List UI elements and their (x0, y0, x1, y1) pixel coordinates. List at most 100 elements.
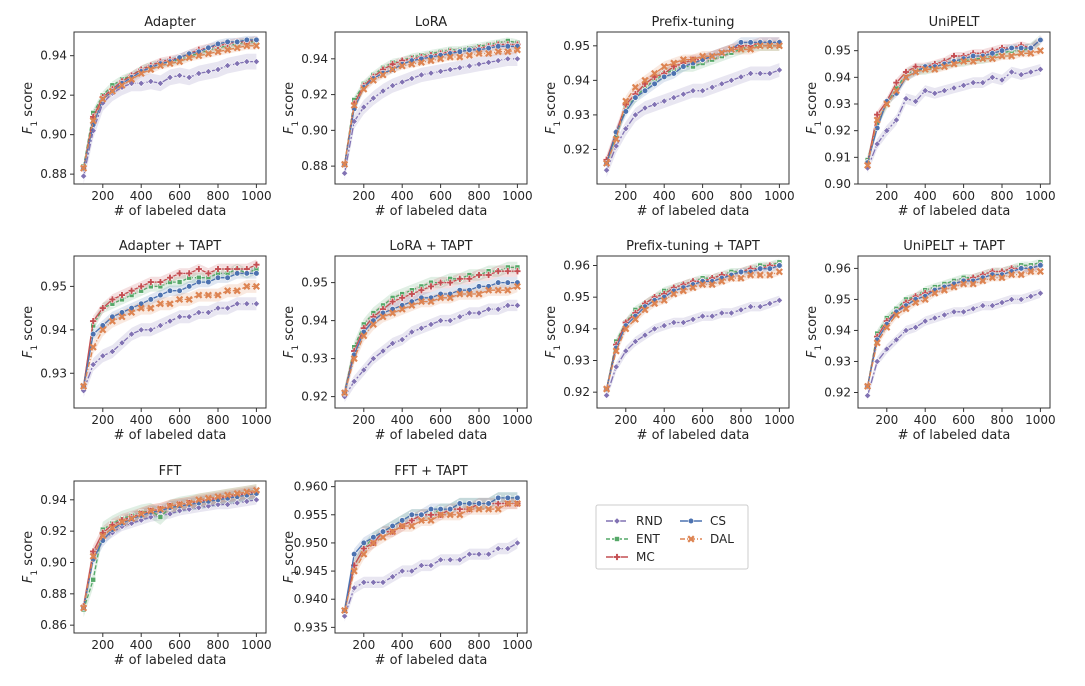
point-rnd (350, 377, 358, 386)
point-cs (475, 500, 483, 507)
point-dal (756, 42, 764, 50)
point-dal (651, 299, 659, 308)
band-rnd (344, 51, 518, 181)
point-dal (408, 522, 416, 530)
point-rnd (166, 73, 174, 82)
point-mc (137, 282, 145, 291)
point-dal (398, 305, 406, 313)
legend-item-rnd: RND (606, 514, 663, 528)
point-dal (679, 56, 687, 64)
x-tick-label: 800 (730, 413, 753, 427)
x-tick-label: 800 (207, 189, 230, 203)
point-dal (603, 159, 611, 167)
point-dal (118, 518, 126, 526)
point-cs (176, 287, 183, 294)
y-tick-label: 0.96 (824, 261, 851, 275)
point-dal (485, 505, 493, 513)
plot-frame (73, 31, 267, 185)
point-dal (660, 296, 668, 304)
plot-frame (857, 255, 1051, 409)
point-mc (127, 287, 136, 295)
legend-marker (687, 535, 695, 543)
point-dal (99, 532, 107, 540)
point-dal (350, 101, 358, 109)
point-dal (931, 65, 939, 73)
point-rnd (369, 354, 378, 363)
point-rnd (475, 60, 483, 68)
point-dal (940, 286, 948, 294)
series-group (340, 492, 522, 622)
series-group (340, 37, 522, 181)
point-rnd (1007, 295, 1016, 304)
point-rnd (1017, 295, 1025, 304)
panels: Adapter 200 400 600 800 1000 0.88 0.90 0.92 0.94 #… (21, 15, 1056, 668)
point-rnd (388, 339, 397, 348)
point-rnd (737, 306, 745, 314)
point-dal (156, 300, 164, 308)
point-rnd (1036, 289, 1045, 297)
point-rnd (863, 391, 872, 400)
point-cs (447, 506, 454, 513)
chart-title: LoRA (415, 15, 447, 30)
point-mc (195, 265, 203, 273)
x-tick-label: 200 (875, 413, 898, 427)
point-rnd (484, 550, 493, 558)
point-rnd (756, 69, 764, 78)
point-rnd (1007, 68, 1016, 76)
x-tick-label: 800 (468, 413, 491, 427)
point-rnd (979, 302, 987, 310)
point-rnd (959, 81, 968, 89)
x-tick-label: 600 (429, 638, 452, 652)
point-dal (427, 516, 435, 524)
point-dal (727, 274, 735, 282)
point-cs (166, 287, 174, 294)
point-dal (156, 505, 164, 513)
point-dal (670, 59, 678, 67)
point-dal (641, 306, 649, 314)
y-tick-label: 0.92 (301, 390, 328, 404)
y-axis-label: F1 score (21, 306, 40, 358)
point-dal (195, 52, 203, 60)
point-cs (234, 38, 241, 45)
x-tick-label: 1000 (241, 189, 272, 203)
point-dal (446, 511, 454, 519)
point-dal (341, 389, 349, 397)
point-dal (417, 58, 425, 66)
point-dal (89, 343, 97, 351)
y-tick-label: 0.940 (294, 592, 328, 606)
point-dal (912, 298, 920, 307)
point-rnd (252, 57, 261, 66)
y-tick-label: 0.95 (824, 292, 851, 306)
point-rnd (873, 357, 881, 366)
point-mc (147, 278, 155, 286)
point-rnd (175, 313, 184, 321)
point-rnd (233, 59, 241, 68)
y-axis-label: F1 score (805, 82, 824, 134)
point-rnd (746, 69, 755, 78)
point-dal (214, 493, 222, 501)
point-dal (108, 524, 116, 532)
x-tick-label: 200 (614, 413, 637, 427)
point-dal (176, 500, 184, 509)
point-dal (147, 65, 155, 74)
x-tick-label: 600 (952, 189, 975, 203)
band-ent (83, 263, 257, 392)
point-rnd (513, 539, 522, 547)
point-cs (389, 522, 396, 530)
plot-frame (73, 480, 267, 634)
point-dal (494, 505, 502, 513)
point-mc (388, 297, 397, 306)
point-dal (513, 46, 521, 54)
legend-label: MC (636, 550, 655, 564)
point-cs (186, 283, 193, 290)
point-dal (873, 339, 881, 347)
point-rnd (108, 347, 117, 356)
y-tick-label: 0.94 (824, 323, 851, 337)
y-tick-label: 0.90 (824, 177, 851, 191)
point-rnd (127, 519, 136, 527)
point-cs (214, 40, 222, 47)
point-dal (166, 502, 174, 510)
point-rnd (650, 325, 659, 333)
band-rnd (83, 53, 257, 184)
point-dal (80, 164, 88, 172)
